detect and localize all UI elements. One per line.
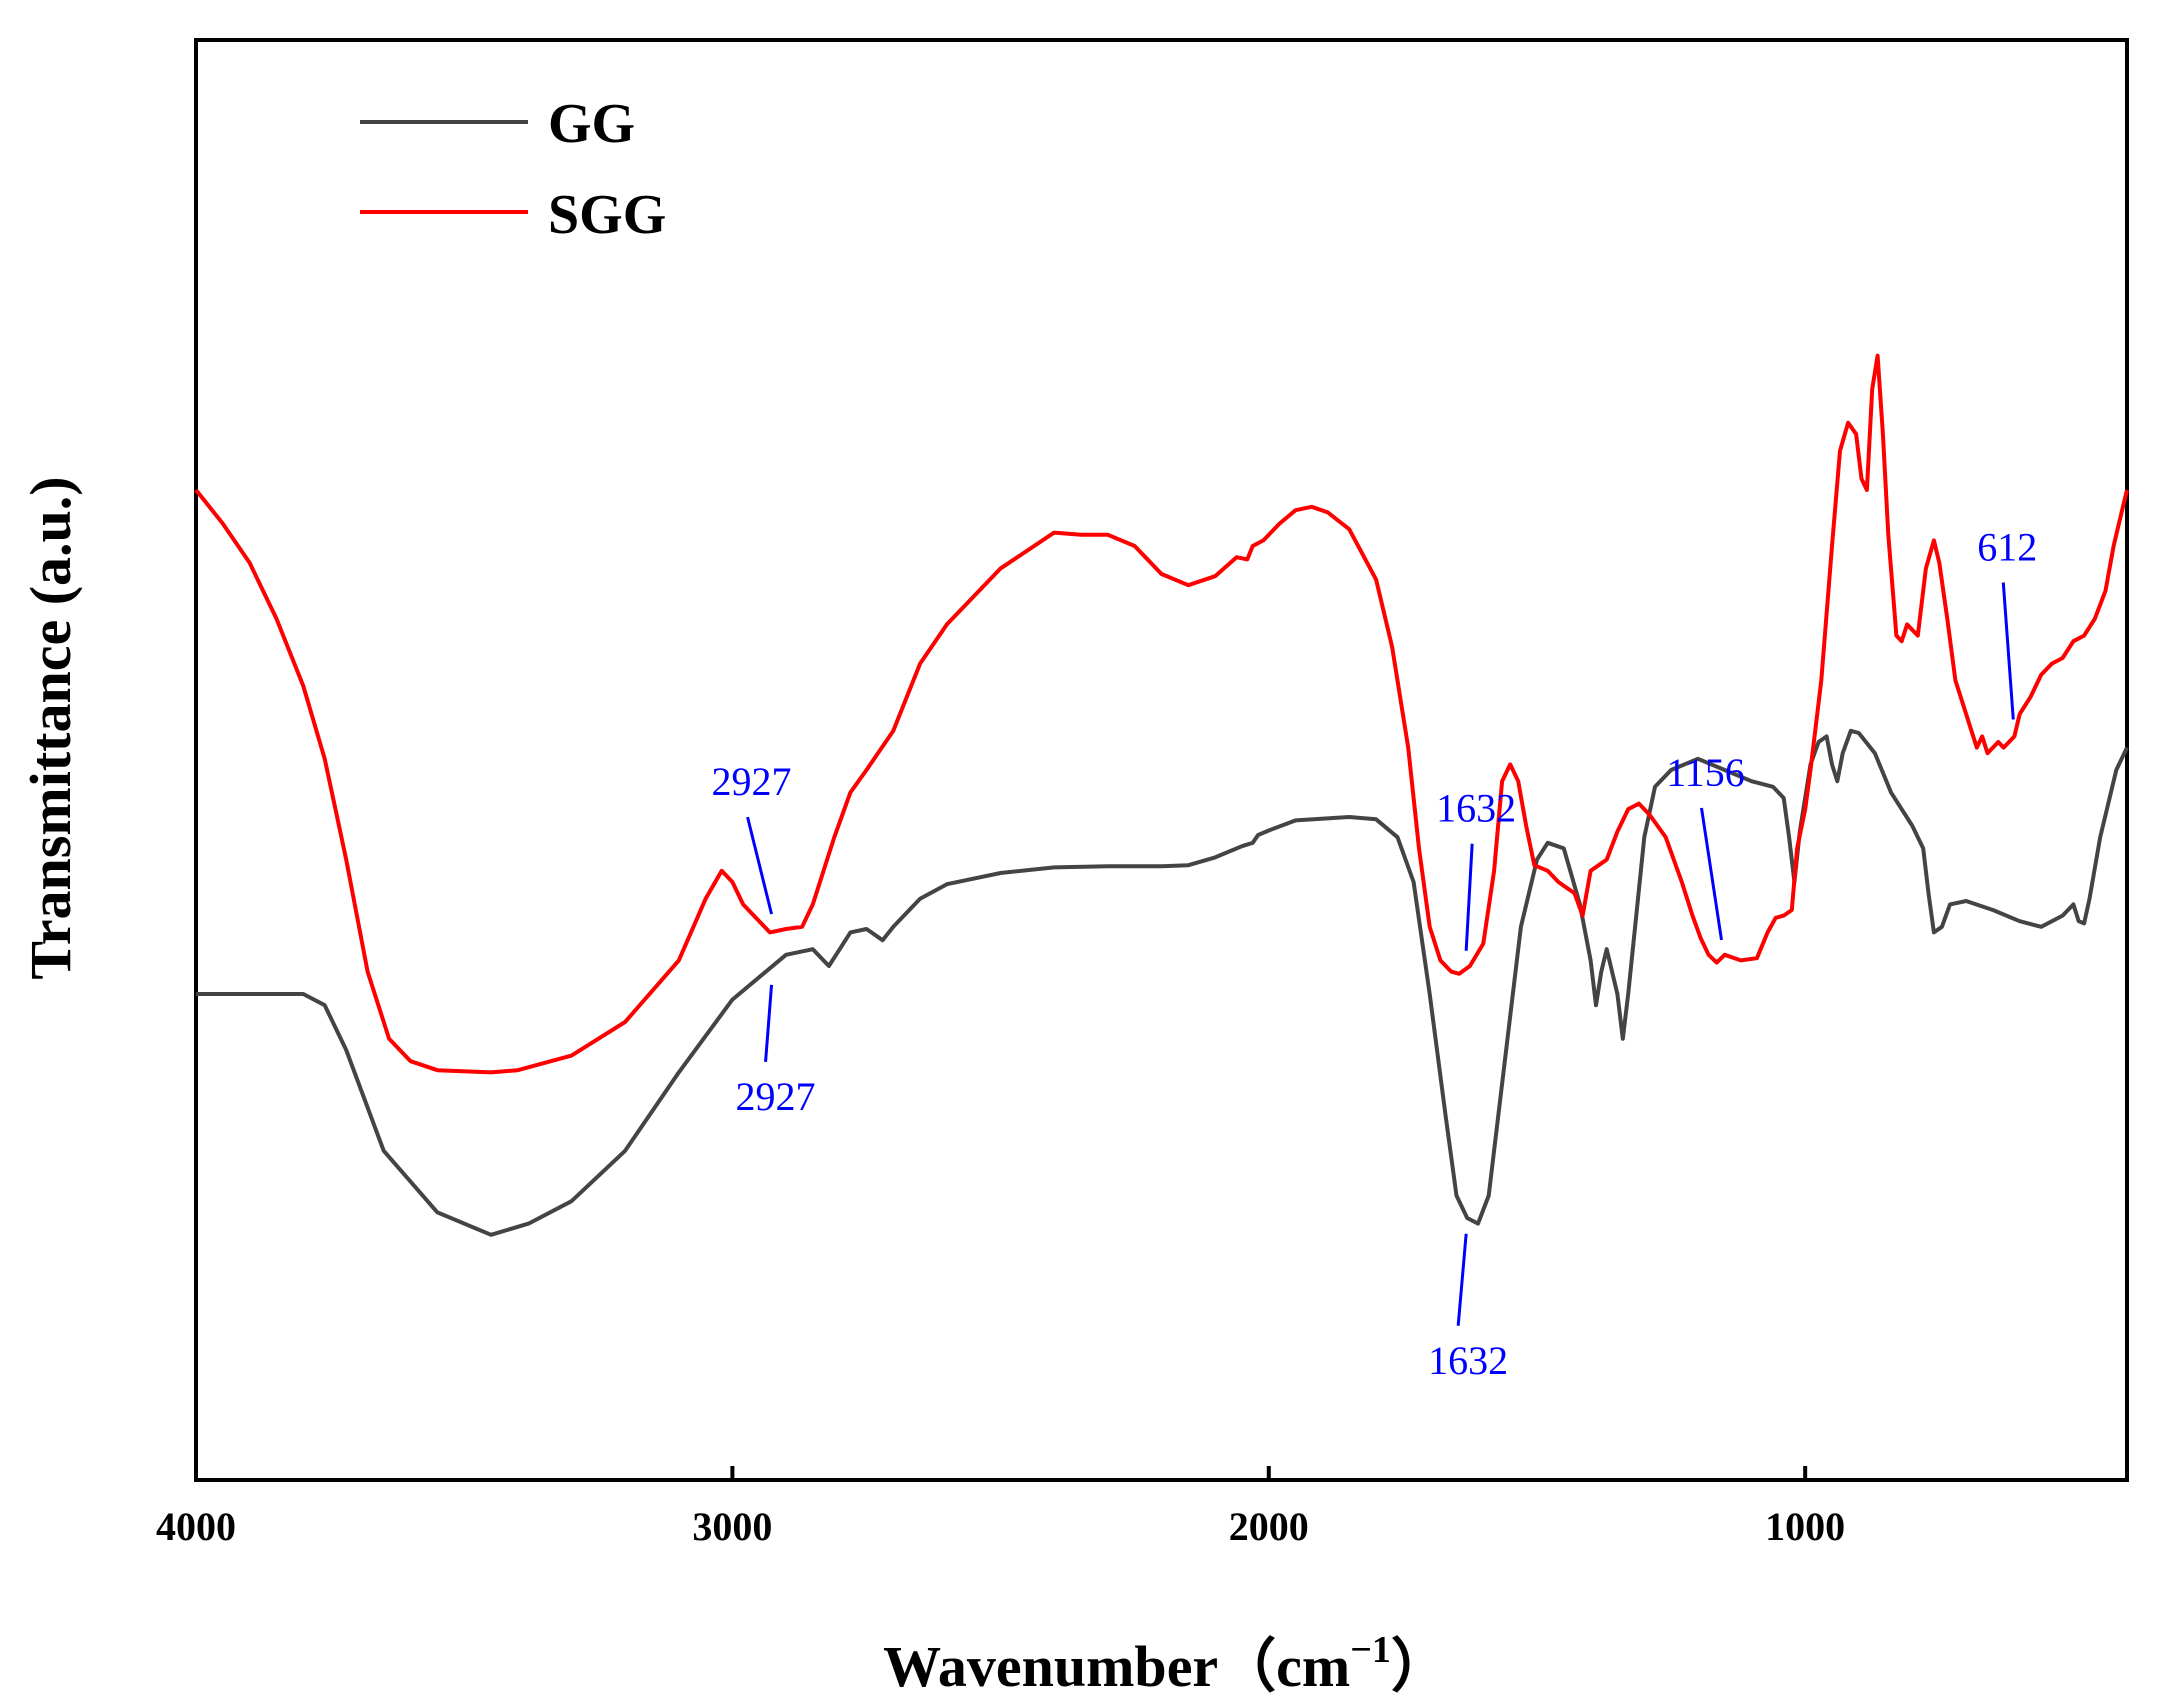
peak-label-sgg-1156: 1156 [1666, 750, 1745, 795]
legend: GG SGG [360, 93, 666, 246]
x-axis-title: Wavenumber（cm−1） [883, 1629, 1449, 1698]
legend-gg-label: GG [548, 93, 635, 155]
x-tick-label: 1000 [1765, 1504, 1845, 1549]
series-line-gg [196, 728, 2129, 1237]
peak-leader-line [1464, 843, 1474, 951]
series-layer [194, 353, 2129, 1237]
peak-label-sgg-1632: 1632 [1436, 786, 1516, 831]
peak-label-gg-1632: 1632 [1428, 1338, 1508, 1383]
peak-leader-line [1700, 807, 1723, 941]
x-axis-ticks: 4000 3000 2000 1000 [156, 1466, 1845, 1549]
plot-frame [194, 38, 2129, 1482]
peak-label-gg-2927: 2927 [736, 1074, 816, 1119]
x-tick-label: 3000 [692, 1504, 772, 1549]
peak-leader-line [1456, 1233, 1468, 1326]
series-line-sgg [194, 353, 2129, 1075]
x-tick-label: 2000 [1229, 1504, 1309, 1549]
peak-label-sgg-612: 612 [1977, 525, 2037, 570]
peak-label-sgg-2927: 2927 [712, 759, 792, 804]
annotation-layer: 2927 1632 1156 612 2927 1632 [712, 525, 2038, 1383]
peak-leader-line [746, 816, 774, 915]
peak-leader-line [764, 984, 774, 1063]
y-axis-title: Transmittance (a.u.) [18, 476, 83, 979]
legend-sgg-label: SGG [548, 184, 666, 246]
peak-leader-line [2001, 582, 2015, 720]
x-tick-label: 4000 [156, 1504, 236, 1549]
